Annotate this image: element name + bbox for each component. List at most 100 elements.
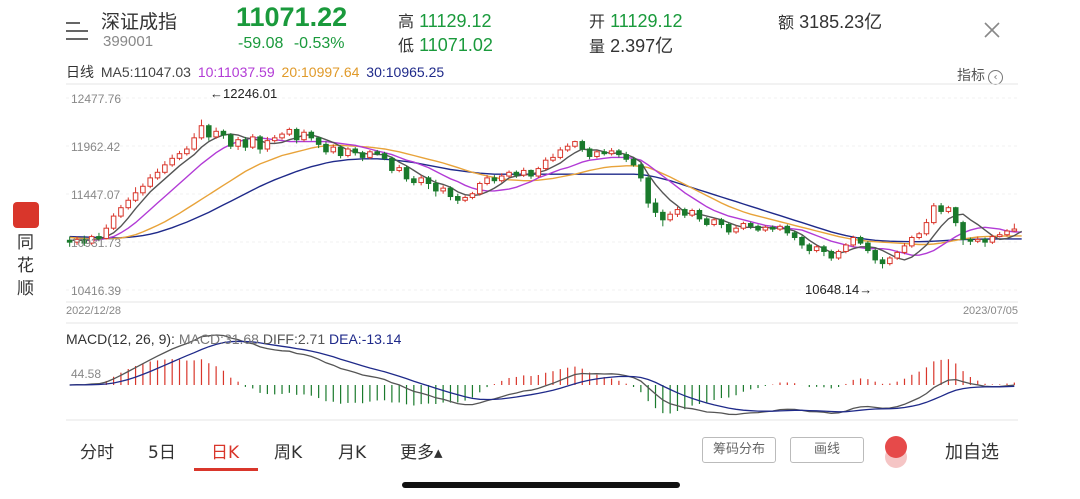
candle-body [689,209,695,216]
candle-body [425,177,432,184]
candle-body [894,251,900,259]
low-label: 低 [398,36,415,55]
ma30-line [69,158,1022,243]
tab-5day[interactable]: 5日 [148,443,176,463]
home-indicator [402,482,680,488]
high-label: 高 [398,12,415,31]
tab-weekly-k[interactable]: 周K [274,443,303,463]
candle-body [887,257,893,265]
candle-body [660,211,666,221]
candle-body [557,149,564,158]
change-percent: -0.53% [293,35,345,52]
candle-body [601,151,608,155]
ma20-value: 20:10997.64 [281,64,360,80]
side-brand-text[interactable]: 同花顺 [17,233,34,299]
candle-body [359,152,366,158]
chip-distribution-button[interactable]: 筹码分布 [702,437,776,463]
candle-body [176,153,183,159]
candle-body [220,130,227,136]
low-annotation: 10648.14→ [805,282,872,297]
candle-body [821,246,827,252]
index-code: 399001 [103,33,154,50]
tab-more[interactable]: 更多▴ [400,443,443,463]
candle-body [901,245,908,253]
candle-body [110,215,117,229]
macd-title: MACD(12, 26, 9): [66,331,175,347]
candle-body [747,223,754,227]
candle-body [865,242,871,252]
amount-label: 额 [778,13,795,32]
candle-body [411,178,417,184]
candle-body [564,145,571,151]
candle-body [271,137,278,142]
candle-body [455,196,461,201]
candle-body [652,202,659,213]
candle-body [608,150,615,155]
candle-body [579,141,586,150]
y-tick-label: 12477.76 [71,92,121,106]
candle-body [367,151,373,158]
kline-chart[interactable]: 12477.76 11962.42 11447.07 10931.73 10416.39… [0,0,1080,430]
tab-intraday[interactable]: 分时 [80,443,114,463]
volume-value: 2.397亿 [610,36,674,56]
candle-body [227,134,234,147]
candle-body [630,158,637,166]
candle-body [154,171,161,179]
draw-line-button[interactable]: 画线 [790,437,864,463]
candle-body [960,222,966,240]
candle-body [703,218,710,225]
active-tab-indicator [194,468,258,471]
candle-body [945,207,952,212]
candle-body [484,177,490,184]
record-icon[interactable] [885,436,907,458]
candle-body [638,164,644,179]
candle-body [916,233,922,239]
candle-body [755,225,761,231]
candle-body [249,136,256,148]
close-icon[interactable] [982,20,1002,40]
candle-body [967,238,974,242]
candle-body [330,146,337,153]
candle-body [872,250,878,261]
candle-body [301,131,307,141]
x-end-label: 2023/07/05 [963,305,1018,317]
candle-body [586,148,593,157]
candle-body [850,237,857,246]
candle-body [550,156,556,161]
candle-body [572,141,578,147]
candle-body [308,131,315,139]
candle-body [843,244,849,252]
candle-body [81,238,88,244]
candle-body [762,226,769,231]
candle-body [184,148,190,155]
dea-line [69,340,1015,413]
add-favorite-button[interactable]: 加自选 [945,442,999,463]
candle-body [491,177,498,182]
tab-monthly-k[interactable]: 月K [338,443,367,463]
ma10-line [69,137,1022,256]
candle-body [418,177,424,184]
y-tick-label: 10931.73 [71,236,121,250]
candle-body [286,128,293,135]
candle-body [469,193,476,198]
tonghuashun-logo-icon[interactable] [13,202,39,228]
candle-body [725,223,732,233]
candle-body [623,154,629,160]
menu-icon[interactable] [66,22,88,40]
candle-body [389,157,395,171]
candle-body [1011,228,1018,232]
candle-body [799,237,805,246]
candle-body [828,250,835,259]
tab-daily-k[interactable]: 日K [211,443,240,463]
y-tick-label: 11962.42 [71,140,120,154]
candle-body [433,182,439,192]
candle-body [88,236,95,244]
volume-label: 量 [589,37,606,56]
y-tick-label: 10416.39 [71,284,121,298]
candle-body [264,140,271,150]
candle-body [528,169,534,177]
candle-body [696,209,703,220]
candle-body [74,238,80,243]
candle-body [989,236,996,243]
candle-body [191,137,197,150]
